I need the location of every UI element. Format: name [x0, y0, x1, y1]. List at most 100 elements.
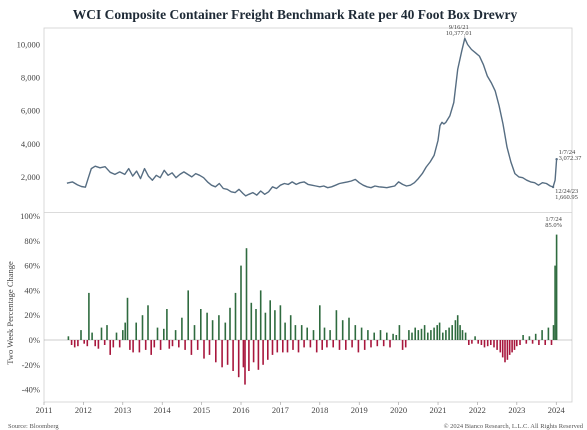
footer-copyright: © 2024 Bianco Research, L.L.C. All Right… — [444, 423, 584, 430]
change-bar — [153, 340, 156, 348]
change-bar — [240, 265, 242, 340]
change-bar — [341, 320, 344, 340]
change-bar — [401, 340, 404, 350]
change-bar — [196, 340, 199, 350]
change-bar — [297, 340, 300, 353]
top-y-tick-label: 4,000 — [21, 139, 40, 149]
bottom-y-tick-label: 80% — [24, 236, 40, 246]
top-annotation-text: 3,072.37 — [559, 155, 583, 162]
change-bar — [483, 340, 486, 348]
change-bar — [284, 322, 286, 340]
change-bar — [516, 340, 518, 347]
change-bar — [504, 340, 506, 363]
change-bar — [367, 330, 369, 340]
change-bar — [468, 340, 470, 345]
change-bar — [259, 290, 262, 340]
change-bar — [373, 332, 375, 340]
change-bar — [200, 309, 202, 340]
change-bar — [392, 333, 394, 340]
change-bar — [508, 340, 511, 355]
top-annotation-text: 1,660.95 — [555, 194, 578, 201]
change-bar — [550, 340, 553, 345]
change-bar — [480, 340, 483, 345]
change-bar — [423, 325, 426, 340]
change-bar — [132, 340, 134, 353]
change-bar — [534, 333, 537, 340]
chart-title: WCI Composite Container Freight Benchmar… — [73, 7, 518, 22]
change-bar — [408, 330, 410, 340]
change-bar — [411, 332, 413, 340]
change-bar — [309, 340, 312, 348]
x-tick-label: 2016 — [233, 405, 250, 415]
change-bar — [376, 340, 379, 347]
change-bar — [471, 340, 473, 344]
change-bar — [292, 340, 294, 350]
change-bar — [389, 340, 391, 348]
chart-frame — [43, 27, 573, 403]
x-tick-label: 2015 — [193, 405, 210, 415]
change-bar — [178, 340, 180, 348]
bottom-annotation-text: 1/7/24 — [545, 216, 562, 223]
change-bar — [286, 340, 289, 353]
bottom-annotation-text: 85.0% — [545, 222, 562, 229]
change-bar — [147, 305, 149, 340]
change-bar — [554, 265, 556, 340]
change-bar — [522, 335, 524, 340]
change-bar — [525, 340, 528, 344]
change-bar — [338, 340, 341, 350]
change-bar — [398, 325, 401, 340]
change-bar — [493, 340, 495, 348]
change-bar — [501, 340, 504, 358]
change-bar — [496, 340, 498, 350]
change-bar — [370, 340, 372, 348]
change-bar — [395, 335, 398, 340]
change-bar — [271, 340, 274, 355]
change-bar — [118, 340, 121, 348]
change-bar — [315, 340, 318, 353]
change-bar — [226, 340, 229, 365]
bottom-y-tick-label: 100% — [20, 211, 40, 221]
change-bar — [454, 320, 457, 340]
change-bar — [420, 328, 423, 340]
change-bar — [224, 322, 227, 340]
change-bar — [506, 340, 509, 360]
x-tick-label: 2017 — [272, 405, 289, 415]
change-bar — [329, 330, 331, 340]
change-bar — [323, 327, 326, 340]
change-bar — [519, 340, 521, 345]
change-bar — [77, 340, 79, 347]
change-bar — [211, 320, 214, 340]
change-bar — [354, 325, 357, 340]
change-bar — [267, 340, 269, 360]
change-bar — [289, 315, 292, 340]
change-bar — [248, 340, 250, 371]
change-bar — [208, 340, 211, 355]
change-bar — [171, 340, 174, 347]
change-bar — [181, 317, 183, 340]
x-tick-label: 2014 — [154, 405, 172, 415]
change-bar — [345, 340, 347, 350]
change-bar — [414, 327, 416, 340]
change-bar — [129, 340, 131, 350]
change-bar — [80, 330, 82, 340]
wci-rate-line — [66, 37, 558, 197]
change-bar — [215, 340, 217, 363]
change-bar — [417, 330, 420, 340]
change-bar — [168, 340, 171, 349]
top-y-tick-label: 10,000 — [17, 40, 40, 50]
change-bar — [477, 340, 479, 344]
change-bar — [547, 327, 550, 340]
change-bar — [103, 340, 106, 345]
top-annotation-text: 1/7/24 — [559, 149, 576, 156]
change-bar — [282, 340, 284, 353]
change-bar — [433, 327, 435, 340]
change-bar — [544, 340, 546, 345]
change-bar — [184, 340, 186, 350]
x-tick-label: 2021 — [430, 405, 447, 415]
change-bar — [555, 234, 558, 340]
change-bar — [206, 312, 208, 340]
change-bar — [122, 330, 124, 340]
change-bar — [255, 309, 257, 340]
